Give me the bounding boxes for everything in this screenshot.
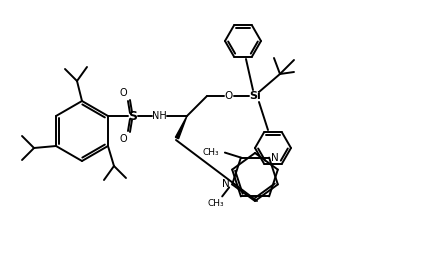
Text: N: N [271,153,279,163]
Text: S: S [128,110,138,123]
Text: CH₃: CH₃ [208,199,224,208]
Text: O: O [225,91,233,101]
Text: Si: Si [249,91,261,101]
Polygon shape [175,116,187,139]
Text: O: O [119,134,127,144]
Text: NH: NH [151,111,166,121]
Text: N: N [222,179,230,189]
Text: O: O [119,88,127,98]
Text: CH₃: CH₃ [202,148,219,157]
